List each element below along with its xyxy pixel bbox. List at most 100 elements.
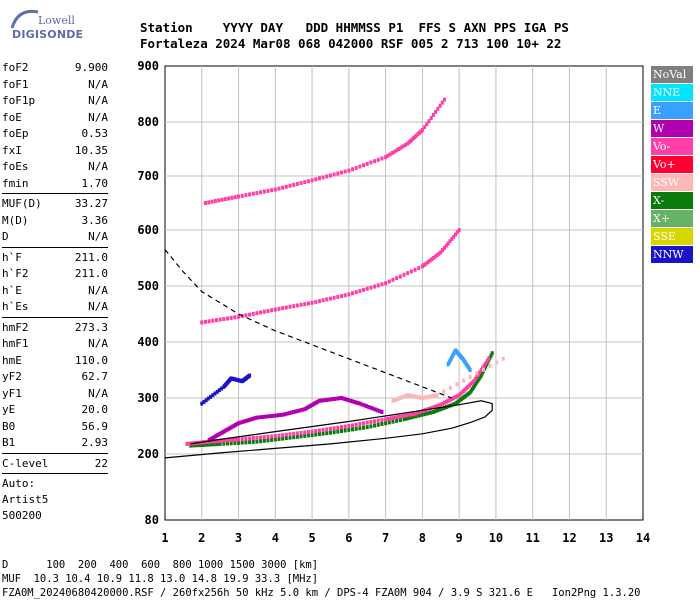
data-point xyxy=(431,113,435,117)
data-point xyxy=(273,437,277,442)
data-point xyxy=(380,410,384,414)
param-value: N/A xyxy=(88,283,108,297)
data-point xyxy=(255,435,259,440)
data-point xyxy=(244,193,248,198)
data-point xyxy=(292,182,296,187)
data-point xyxy=(414,414,418,419)
x-tick-label: 14 xyxy=(636,531,650,545)
data-point xyxy=(387,416,391,421)
data-point xyxy=(314,299,318,304)
data-point xyxy=(369,419,373,424)
logo-digisonde-text: DIGISONDE xyxy=(12,28,84,41)
auto-version: 500200 xyxy=(2,509,42,522)
chart-grid xyxy=(164,65,644,521)
data-point xyxy=(362,163,366,168)
data-point xyxy=(362,425,366,430)
data-point xyxy=(277,436,281,441)
y-tick-label: 700 xyxy=(137,169,159,183)
data-point xyxy=(237,314,241,319)
data-point xyxy=(391,419,395,424)
data-point xyxy=(339,396,343,400)
data-point xyxy=(336,294,340,299)
data-point xyxy=(336,425,340,430)
data-point xyxy=(429,116,433,121)
logo-lowell-text: Lowell xyxy=(38,14,75,27)
data-point xyxy=(448,385,452,390)
data-point xyxy=(324,397,328,402)
data-point xyxy=(262,438,266,443)
data-point xyxy=(351,427,355,432)
param-row: foEp 0.53 xyxy=(2,126,108,143)
x-tick-label: 11 xyxy=(525,531,539,545)
data-point xyxy=(417,266,421,271)
data-point xyxy=(450,397,454,402)
param-row: h`Es N/A xyxy=(2,299,108,316)
data-point xyxy=(273,187,277,192)
data-point xyxy=(339,425,343,430)
data-point xyxy=(380,282,384,287)
data-point xyxy=(299,434,303,439)
data-point xyxy=(332,426,336,431)
data-point xyxy=(373,423,377,428)
data-point xyxy=(310,178,314,183)
data-point xyxy=(362,421,366,426)
data-point xyxy=(378,409,382,414)
data-point xyxy=(209,394,213,399)
data-point xyxy=(347,168,351,173)
data-point xyxy=(331,397,335,402)
data-point xyxy=(442,97,446,102)
data-point xyxy=(317,299,321,304)
data-point xyxy=(475,374,479,379)
data-point xyxy=(270,308,274,313)
data-point xyxy=(485,359,489,364)
data-point xyxy=(349,398,353,403)
param-name: hmE xyxy=(2,353,22,367)
data-point xyxy=(255,415,259,420)
param-row: fxI 10.35 xyxy=(2,143,108,160)
data-point xyxy=(240,420,244,425)
data-point xyxy=(255,439,259,444)
data-point xyxy=(411,415,415,420)
data-point xyxy=(380,417,384,422)
data-point xyxy=(226,316,230,321)
data-point xyxy=(436,408,440,413)
data-point xyxy=(450,236,454,241)
data-point xyxy=(246,418,250,423)
param-name: foF2 xyxy=(2,61,29,74)
data-point xyxy=(228,438,232,443)
data-point xyxy=(367,404,371,409)
data-point xyxy=(339,429,343,434)
legend-item-w: W xyxy=(651,120,693,137)
data-point xyxy=(289,410,293,415)
data-point xyxy=(288,183,292,188)
param-value: 62.7 xyxy=(81,370,109,383)
data-point xyxy=(339,170,343,175)
data-point xyxy=(266,438,270,443)
data-point xyxy=(444,399,448,404)
data-point xyxy=(347,398,351,403)
data-point xyxy=(281,436,285,441)
footer-muf: MUF 10.3 10.4 10.9 11.8 13.0 14.8 19.9 3… xyxy=(2,573,319,585)
data-point xyxy=(295,434,299,439)
data-point xyxy=(362,287,366,292)
legend-item-vo-: Vo+ xyxy=(651,156,693,173)
data-point xyxy=(284,432,288,437)
data-point xyxy=(310,429,314,434)
data-point xyxy=(401,413,405,418)
data-point xyxy=(380,421,384,426)
x-tick-label: 5 xyxy=(308,531,315,545)
data-point xyxy=(237,421,241,426)
data-point xyxy=(314,177,318,182)
param-row: B1 2.93 xyxy=(2,435,108,452)
data-point xyxy=(399,145,403,150)
data-point xyxy=(251,439,255,444)
auto-label: Auto: xyxy=(2,477,36,490)
data-point xyxy=(233,441,237,446)
data-point xyxy=(255,311,259,316)
data-point xyxy=(358,289,362,294)
data-point xyxy=(347,292,351,297)
data-point xyxy=(320,398,324,403)
data-point xyxy=(310,300,314,305)
param-row: yF2 62.7 xyxy=(2,369,108,386)
